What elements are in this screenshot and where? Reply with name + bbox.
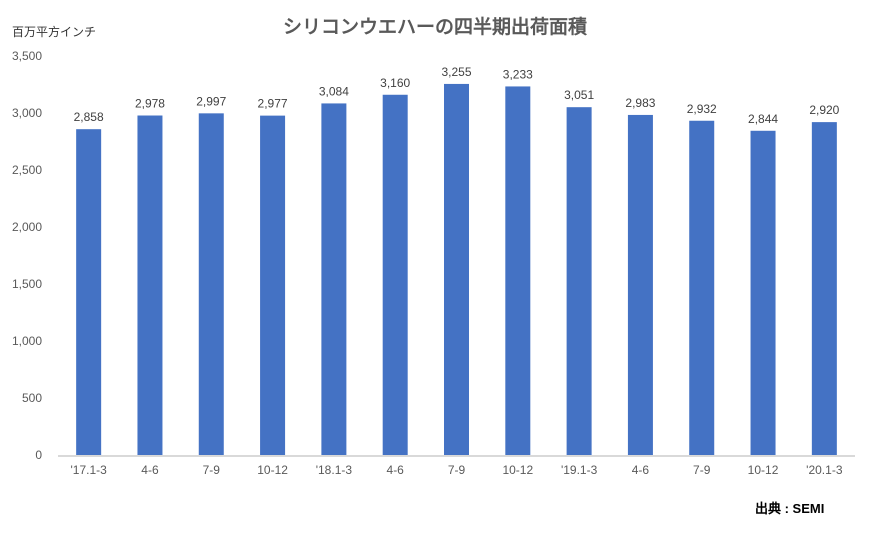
y-tick-label: 3,000: [12, 106, 42, 120]
x-tick-label: 10-12: [257, 463, 288, 477]
bar: [505, 86, 531, 456]
data-label: 2,983: [625, 96, 655, 110]
bar: [689, 120, 715, 455]
y-axis-label: 百万平方インチ: [12, 25, 97, 39]
bar: [382, 94, 408, 455]
x-tick-label: 10-12: [502, 463, 533, 477]
bar: [321, 103, 347, 455]
data-label: 3,051: [564, 88, 594, 102]
chart-title: シリコンウエハーの四半期出荷面積: [282, 17, 587, 38]
data-label: 3,255: [441, 65, 471, 79]
x-tick-label: '20.1-3: [806, 463, 843, 477]
y-tick-label: 500: [22, 391, 42, 405]
data-label: 2,932: [687, 102, 717, 116]
bar: [750, 130, 776, 455]
bar: [444, 83, 469, 456]
x-tick-label: '19.1-3: [561, 463, 598, 477]
bar: [260, 115, 286, 455]
data-label: 2,997: [196, 94, 226, 108]
x-tick-label: 7-9: [203, 463, 221, 477]
x-tick-label: 10-12: [748, 463, 779, 477]
x-tick-label: 4-6: [387, 463, 405, 477]
y-tick-label: 0: [35, 448, 42, 462]
data-label: 3,084: [319, 84, 349, 98]
data-label: 2,920: [809, 103, 839, 117]
bar: [627, 114, 653, 456]
bar: [76, 129, 102, 456]
x-tick-label: '18.1-3: [316, 463, 353, 477]
data-label: 2,977: [258, 97, 288, 111]
x-tick-label: 4-6: [632, 463, 650, 477]
source-note: 出典 : SEMI: [755, 501, 825, 516]
bar: [198, 113, 224, 455]
data-label: 2,844: [748, 112, 778, 126]
x-tick-label: 7-9: [693, 463, 711, 477]
x-tick-label: '17.1-3: [70, 463, 107, 477]
y-tick-label: 2,500: [12, 163, 42, 177]
bar: [137, 115, 163, 456]
y-tick-label: 3,500: [12, 49, 42, 63]
bar: [566, 107, 592, 455]
data-label: 2,978: [135, 97, 165, 111]
y-tick-label: 1,000: [12, 334, 42, 348]
data-label: 2,858: [74, 110, 104, 124]
data-label: 3,233: [503, 67, 533, 81]
x-tick-label: 4-6: [141, 463, 159, 477]
y-tick-label: 2,000: [12, 220, 42, 234]
bar: [811, 122, 837, 456]
x-tick-label: 7-9: [448, 463, 466, 477]
y-tick-label: 1,500: [12, 277, 42, 291]
data-label: 3,160: [380, 76, 410, 90]
